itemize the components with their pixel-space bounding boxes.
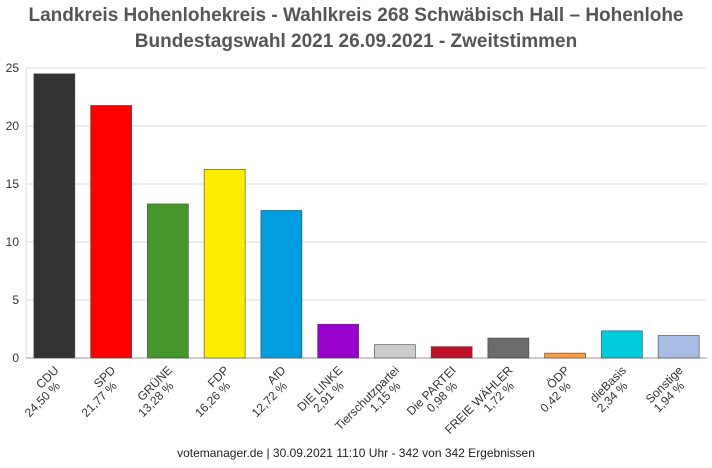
bar-6 [374,344,416,359]
bar-7 [430,346,473,359]
footer-source: votemanager.de | 30.09.2021 11:10 Uhr - … [177,446,535,460]
chart-title: Landkreis Hohenlohekreis - Wahlkreis 268… [28,5,684,26]
bar-9 [544,352,586,359]
y-tick-label: 25 [6,61,20,75]
y-tick-label: 15 [6,177,20,191]
bar-2 [147,203,189,359]
bar-11 [657,335,700,359]
y-tick-label: 10 [6,235,20,249]
bar-5 [317,323,359,359]
x-value-label: 12,72 % [249,379,290,420]
bar-4 [260,210,303,359]
chart-subtitle: Bundestagswahl 2021 26.09.2021 - Zweitst… [134,31,578,52]
bar-3 [203,169,246,359]
y-tick-label: 20 [6,119,20,133]
y-tick-label: 0 [12,351,19,365]
bar-0 [33,73,76,359]
bar-8 [487,337,530,359]
y-tick-label: 5 [12,293,19,307]
bar-1 [90,105,132,359]
bar-10 [601,330,643,359]
